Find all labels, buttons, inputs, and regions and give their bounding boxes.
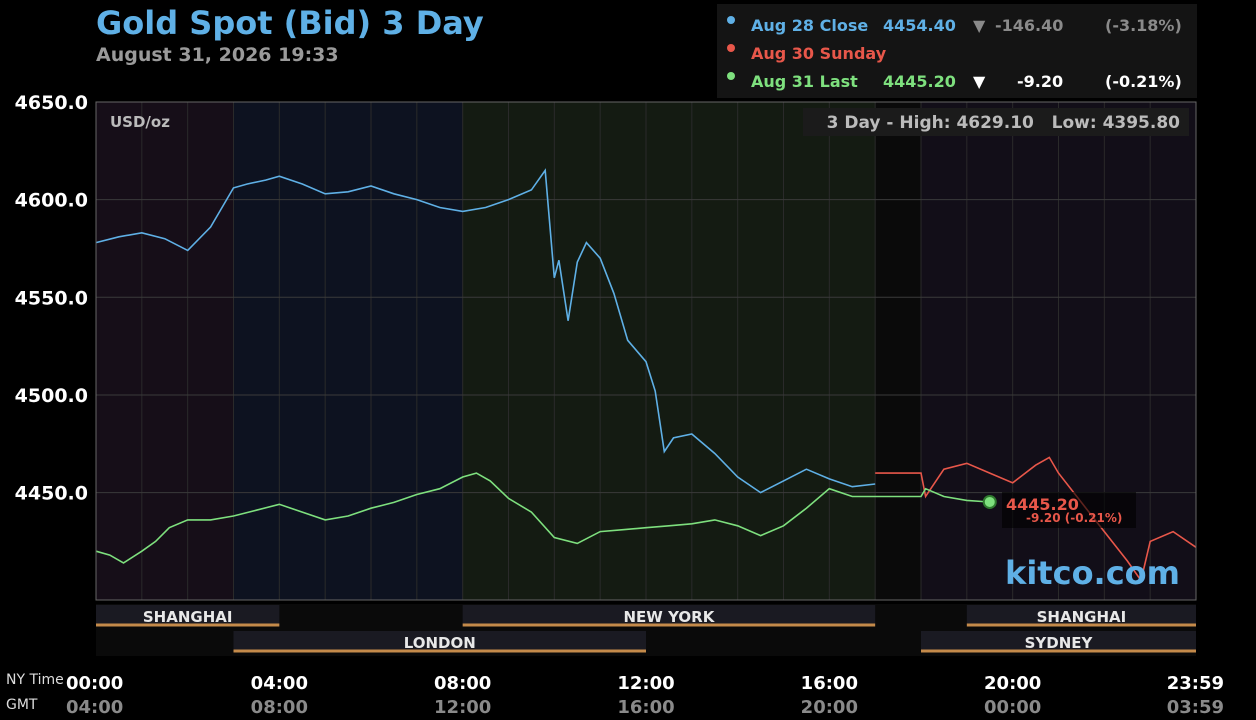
chart-title: Gold Spot (Bid) 3 Day — [96, 4, 484, 42]
axes: 4450.0 4500.0 4550.0 4600.0 4650.0 00:00 04:00… — [15, 92, 1224, 718]
legend-label: Aug 30 Sunday — [751, 44, 887, 63]
session-shade — [875, 102, 921, 600]
plot-border — [95, 101, 1197, 601]
legend-change: -9.20 — [1017, 72, 1064, 91]
gmt-tick-label: 03:59 — [1167, 697, 1224, 718]
y-tick-label: 4600.0 — [15, 190, 88, 212]
market-sessions: SHANGHAI NEW YORK SHANGHAI LONDON SYDNEY — [96, 604, 1196, 656]
series-lines — [95, 168, 1197, 583]
legend-pct: (-0.21%) — [1105, 72, 1182, 91]
last-price-dot — [982, 494, 997, 509]
legend-dot — [727, 72, 735, 80]
x-tick-label: 12:00 — [617, 673, 674, 694]
x-tick-label: 23:59 — [1167, 673, 1224, 694]
gmt-tick-label: 00:00 — [984, 697, 1041, 718]
session-block — [96, 605, 280, 625]
session-shade — [233, 102, 463, 600]
gmt-label: GMT — [6, 697, 38, 713]
session-block — [462, 605, 876, 625]
series-line-last — [95, 472, 990, 564]
last-marker-bg — [1002, 492, 1136, 528]
session-shade — [462, 102, 876, 600]
y-tick-label: 4500.0 — [15, 385, 88, 407]
session-label: LONDON — [404, 634, 476, 652]
legend-pct: (-3.18%) — [1105, 16, 1182, 35]
gmt-tick-label: 08:00 — [251, 697, 308, 718]
x-tick-label: 08:00 — [434, 673, 491, 694]
legend: Aug 28 Close 4454.40 ▼ -146.40 (-3.18%) … — [717, 4, 1197, 98]
last-marker-change: -9.20 (-0.21%) — [1026, 511, 1122, 525]
y-tick-label: 4550.0 — [15, 287, 88, 309]
legend-value: 4454.40 — [883, 16, 956, 35]
gmt-tick-label: 04:00 — [66, 697, 123, 718]
x-tick-label: 20:00 — [984, 673, 1041, 694]
high-low-label: 3 Day - High: 4629.10 Low: 4395.80 — [827, 113, 1181, 133]
session-shade — [96, 102, 234, 600]
ny-time-label: NY Time — [6, 672, 64, 688]
session-label: NEW YORK — [624, 608, 716, 626]
x-tick-label: 16:00 — [801, 673, 858, 694]
gmt-tick-label: 12:00 — [434, 697, 491, 718]
chart-timestamp: August 31, 2026 19:33 — [96, 44, 339, 66]
y-tick-label: 4650.0 — [15, 92, 88, 114]
session-label: SHANGHAI — [1037, 608, 1127, 626]
x-tick-label: 00:00 — [66, 673, 123, 694]
down-arrow-icon: ▼ — [973, 16, 986, 35]
legend-label: Aug 31 Last — [751, 72, 858, 91]
gmt-tick-label: 20:00 — [801, 697, 858, 718]
legend-value: 4445.20 — [883, 72, 956, 91]
down-arrow-icon: ▼ — [973, 72, 986, 91]
series-line-sunday — [875, 456, 1197, 583]
legend-dot — [727, 44, 735, 52]
legend-dot — [727, 16, 735, 24]
session-block — [233, 631, 646, 651]
y-tick-label: 4450.0 — [15, 483, 88, 505]
unit-label: USD/oz — [110, 113, 170, 131]
session-label: SYDNEY — [1025, 634, 1094, 652]
gmt-tick-label: 16:00 — [617, 697, 674, 718]
series-line-close — [95, 168, 876, 494]
kitco-watermark: kitco.com — [1005, 554, 1180, 592]
legend-label: Aug 28 Close — [751, 16, 869, 35]
last-marker-value: 4445.20 — [1006, 495, 1079, 514]
session-label: SHANGHAI — [143, 608, 233, 626]
high-low-box — [803, 108, 1189, 136]
x-tick-label: 04:00 — [251, 673, 308, 694]
session-block — [921, 631, 1196, 651]
legend-change: -146.40 — [995, 16, 1064, 35]
session-block — [966, 605, 1196, 625]
